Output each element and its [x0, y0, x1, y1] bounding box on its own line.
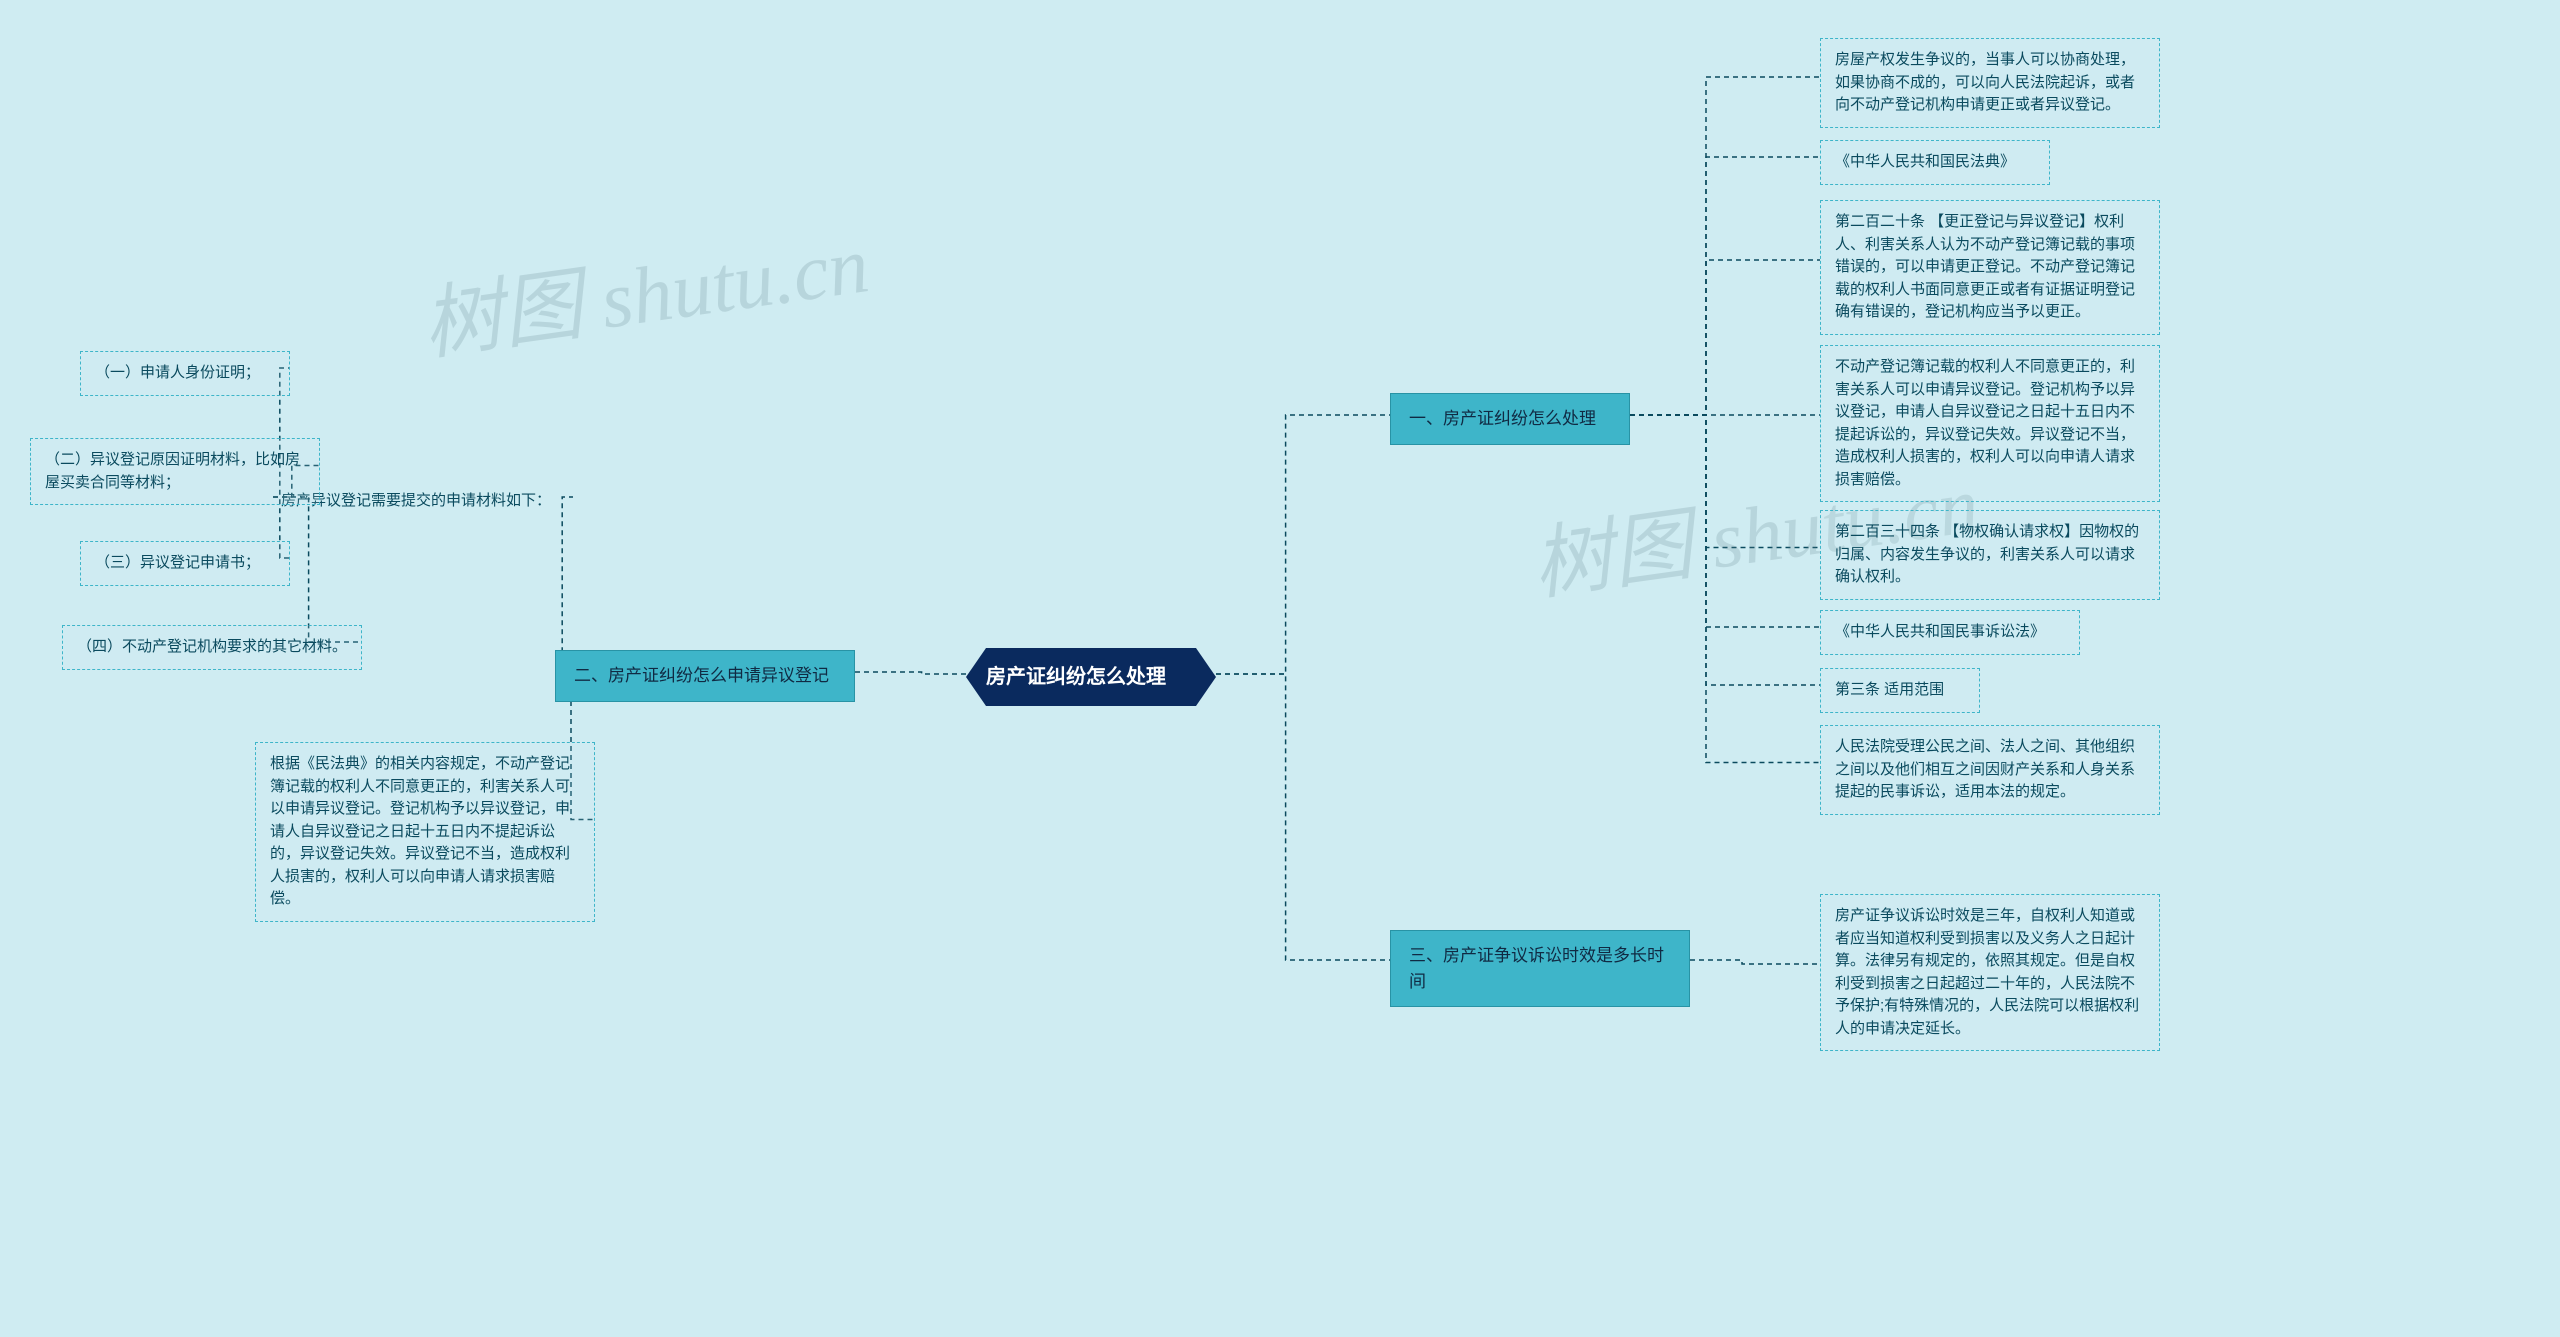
leaf-node-b0-c0: 房屋产权发生争议的，当事人可以协商处理，如果协商不成的，可以向人民法院起诉，或者…: [1820, 38, 2160, 128]
leaf-node-b0-c2: 第二百二十条 【更正登记与异议登记】权利人、利害关系人认为不动产登记簿记载的事项…: [1820, 200, 2160, 335]
leaf-node-b0-c7: 人民法院受理公民之间、法人之间、其他组织之间以及他们相互之间因财产关系和人身关系…: [1820, 725, 2160, 815]
leaf-node-b1-c4: 根据《民法典》的相关内容规定，不动产登记簿记载的权利人不同意更正的，利害关系人可…: [255, 742, 595, 922]
leaf-node-b0-c6: 第三条 适用范围: [1820, 668, 1980, 713]
leaf-node-b1-c2: （三）异议登记申请书；: [80, 541, 290, 586]
watermark-0: 树图 shutu.cn: [414, 199, 875, 376]
leaf-node-b0-c3: 不动产登记簿记载的权利人不同意更正的，利害关系人可以申请异议登记。登记机构予以异…: [1820, 345, 2160, 502]
root-node: 房产证纠纷怎么处理: [966, 648, 1216, 706]
branch-node-0: 一、房产证纠纷怎么处理: [1390, 393, 1630, 445]
leaf-node-b1-c3: （四）不动产登记机构要求的其它材料。: [62, 625, 362, 670]
leaf-node-b0-c4: 第二百三十四条 【物权确认请求权】因物权的归属、内容发生争议的，利害关系人可以请…: [1820, 510, 2160, 600]
branch-node-2: 三、房产证争议诉讼时效是多长时间: [1390, 930, 1690, 1007]
connectors-layer: [0, 0, 2560, 1337]
leaf-node-b0-c1: 《中华人民共和国民法典》: [1820, 140, 2050, 185]
leaf-node-b0-c5: 《中华人民共和国民事诉讼法》: [1820, 610, 2080, 655]
branch-node-1: 二、房产证纠纷怎么申请异议登记: [555, 650, 855, 702]
leaf-node-b1-c1: （二）异议登记原因证明材料，比如房屋买卖合同等材料；: [30, 438, 320, 505]
mindmap-canvas: 树图 shutu.cn树图 shutu.cn房产证纠纷怎么处理一、房产证纠纷怎么…: [0, 0, 2560, 1337]
leaf-node-b1-c0: （一）申请人身份证明；: [80, 351, 290, 396]
leaf-node-b2-c0: 房产证争议诉讼时效是三年，自权利人知道或者应当知道权利受到损害以及义务人之日起计…: [1820, 894, 2160, 1051]
